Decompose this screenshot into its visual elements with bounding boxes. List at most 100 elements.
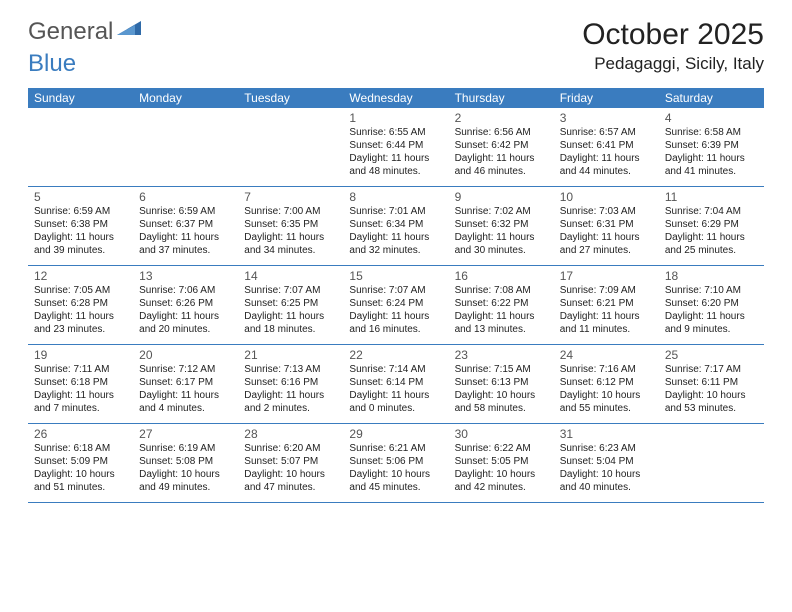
day-text: and 55 minutes. xyxy=(560,402,653,415)
day-text: and 16 minutes. xyxy=(349,323,442,336)
logo-triangle-icon xyxy=(117,19,143,42)
day-text: Sunrise: 7:07 AM xyxy=(244,284,337,297)
day-cell: 29Sunrise: 6:21 AMSunset: 5:06 PMDayligh… xyxy=(343,424,448,502)
day-text: Daylight: 10 hours xyxy=(244,468,337,481)
day-cell xyxy=(659,424,764,502)
day-number: 19 xyxy=(34,348,127,362)
title-block: October 2025 Pedagaggi, Sicily, Italy xyxy=(582,18,764,74)
day-number: 26 xyxy=(34,427,127,441)
day-number: 23 xyxy=(455,348,548,362)
day-text: Sunset: 6:34 PM xyxy=(349,218,442,231)
day-text: Sunrise: 6:19 AM xyxy=(139,442,232,455)
day-number: 6 xyxy=(139,190,232,204)
day-text: Sunset: 6:25 PM xyxy=(244,297,337,310)
logo-text-general: General xyxy=(28,18,113,46)
week-row: 26Sunrise: 6:18 AMSunset: 5:09 PMDayligh… xyxy=(28,424,764,503)
day-header: Thursday xyxy=(449,88,554,108)
day-number: 27 xyxy=(139,427,232,441)
day-text: Sunset: 6:44 PM xyxy=(349,139,442,152)
day-number: 29 xyxy=(349,427,442,441)
month-title: October 2025 xyxy=(582,18,764,52)
day-cell: 7Sunrise: 7:00 AMSunset: 6:35 PMDaylight… xyxy=(238,187,343,265)
day-text: and 39 minutes. xyxy=(34,244,127,257)
day-text: and 37 minutes. xyxy=(139,244,232,257)
day-number: 10 xyxy=(560,190,653,204)
day-cell: 4Sunrise: 6:58 AMSunset: 6:39 PMDaylight… xyxy=(659,108,764,186)
day-text: Daylight: 11 hours xyxy=(455,231,548,244)
day-text: Sunset: 6:31 PM xyxy=(560,218,653,231)
day-text: Sunrise: 6:59 AM xyxy=(34,205,127,218)
day-cell: 19Sunrise: 7:11 AMSunset: 6:18 PMDayligh… xyxy=(28,345,133,423)
day-text: Sunrise: 7:16 AM xyxy=(560,363,653,376)
day-text: and 42 minutes. xyxy=(455,481,548,494)
day-cell: 16Sunrise: 7:08 AMSunset: 6:22 PMDayligh… xyxy=(449,266,554,344)
day-cell: 22Sunrise: 7:14 AMSunset: 6:14 PMDayligh… xyxy=(343,345,448,423)
day-text: Sunset: 6:42 PM xyxy=(455,139,548,152)
day-cell: 12Sunrise: 7:05 AMSunset: 6:28 PMDayligh… xyxy=(28,266,133,344)
day-text: and 23 minutes. xyxy=(34,323,127,336)
day-text: Daylight: 11 hours xyxy=(139,231,232,244)
day-number: 30 xyxy=(455,427,548,441)
day-text: Daylight: 11 hours xyxy=(34,310,127,323)
day-number: 15 xyxy=(349,269,442,283)
day-text: Daylight: 11 hours xyxy=(349,310,442,323)
day-text: Sunset: 5:07 PM xyxy=(244,455,337,468)
day-number: 9 xyxy=(455,190,548,204)
day-text: Sunrise: 7:13 AM xyxy=(244,363,337,376)
day-text: Sunset: 6:22 PM xyxy=(455,297,548,310)
day-text: Daylight: 10 hours xyxy=(665,389,758,402)
day-text: Sunset: 6:13 PM xyxy=(455,376,548,389)
day-header: Friday xyxy=(554,88,659,108)
day-number: 20 xyxy=(139,348,232,362)
day-text: Daylight: 11 hours xyxy=(560,310,653,323)
day-text: Daylight: 11 hours xyxy=(34,389,127,402)
day-number: 12 xyxy=(34,269,127,283)
day-text: Sunrise: 7:08 AM xyxy=(455,284,548,297)
day-text: and 58 minutes. xyxy=(455,402,548,415)
day-text: Sunrise: 7:11 AM xyxy=(34,363,127,376)
day-number: 1 xyxy=(349,111,442,125)
day-text: Sunrise: 7:03 AM xyxy=(560,205,653,218)
day-text: and 4 minutes. xyxy=(139,402,232,415)
calendar: Sunday Monday Tuesday Wednesday Thursday… xyxy=(28,88,764,503)
day-text: Daylight: 11 hours xyxy=(665,310,758,323)
day-cell: 11Sunrise: 7:04 AMSunset: 6:29 PMDayligh… xyxy=(659,187,764,265)
day-number: 8 xyxy=(349,190,442,204)
day-text: Daylight: 10 hours xyxy=(455,468,548,481)
day-text: and 20 minutes. xyxy=(139,323,232,336)
day-text: Daylight: 11 hours xyxy=(244,231,337,244)
day-cell: 18Sunrise: 7:10 AMSunset: 6:20 PMDayligh… xyxy=(659,266,764,344)
day-number: 21 xyxy=(244,348,337,362)
day-header: Monday xyxy=(133,88,238,108)
day-text: Sunset: 5:09 PM xyxy=(34,455,127,468)
day-text: Daylight: 11 hours xyxy=(665,152,758,165)
day-cell: 25Sunrise: 7:17 AMSunset: 6:11 PMDayligh… xyxy=(659,345,764,423)
day-text: Daylight: 11 hours xyxy=(560,152,653,165)
day-text: Sunset: 6:18 PM xyxy=(34,376,127,389)
day-text: and 27 minutes. xyxy=(560,244,653,257)
day-cell xyxy=(238,108,343,186)
day-text: Sunrise: 7:06 AM xyxy=(139,284,232,297)
day-header: Tuesday xyxy=(238,88,343,108)
day-text: Sunrise: 6:22 AM xyxy=(455,442,548,455)
day-cell: 15Sunrise: 7:07 AMSunset: 6:24 PMDayligh… xyxy=(343,266,448,344)
day-cell: 3Sunrise: 6:57 AMSunset: 6:41 PMDaylight… xyxy=(554,108,659,186)
header: General October 2025 Pedagaggi, Sicily, … xyxy=(0,0,792,82)
day-text: Sunset: 6:32 PM xyxy=(455,218,548,231)
day-text: Daylight: 11 hours xyxy=(244,310,337,323)
day-text: Sunrise: 6:59 AM xyxy=(139,205,232,218)
day-text: and 47 minutes. xyxy=(244,481,337,494)
day-cell: 13Sunrise: 7:06 AMSunset: 6:26 PMDayligh… xyxy=(133,266,238,344)
day-text: Sunset: 6:39 PM xyxy=(665,139,758,152)
week-row: 19Sunrise: 7:11 AMSunset: 6:18 PMDayligh… xyxy=(28,345,764,424)
day-cell: 28Sunrise: 6:20 AMSunset: 5:07 PMDayligh… xyxy=(238,424,343,502)
day-cell: 9Sunrise: 7:02 AMSunset: 6:32 PMDaylight… xyxy=(449,187,554,265)
day-text: Sunset: 6:17 PM xyxy=(139,376,232,389)
day-cell xyxy=(133,108,238,186)
day-text: Sunset: 6:24 PM xyxy=(349,297,442,310)
day-number: 31 xyxy=(560,427,653,441)
day-text: Sunrise: 6:56 AM xyxy=(455,126,548,139)
day-text: Sunset: 6:12 PM xyxy=(560,376,653,389)
day-text: and 45 minutes. xyxy=(349,481,442,494)
day-number: 28 xyxy=(244,427,337,441)
